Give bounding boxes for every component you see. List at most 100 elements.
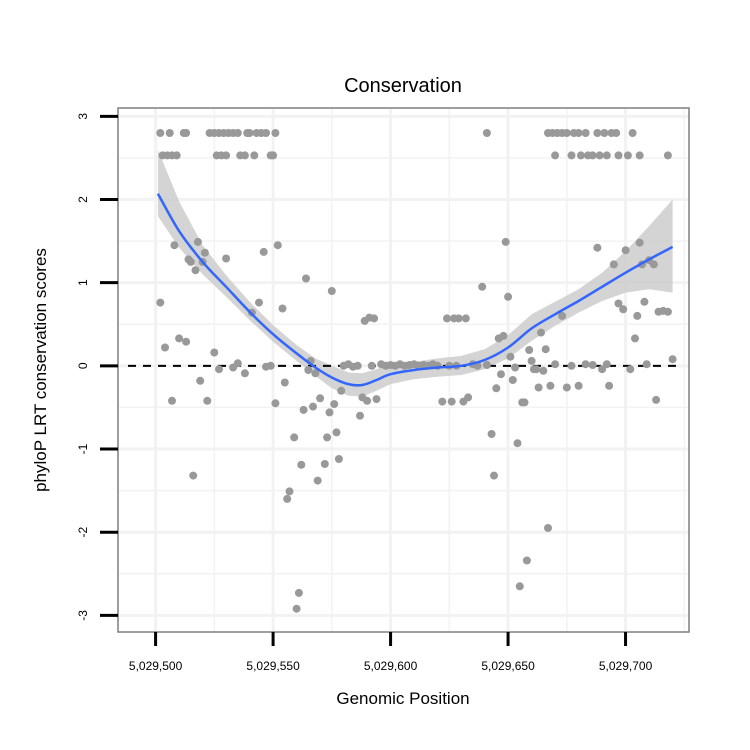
data-point <box>370 314 379 323</box>
data-point <box>501 237 510 246</box>
data-point <box>353 361 362 370</box>
data-point <box>325 408 334 417</box>
y-tick-label: 0 <box>76 362 90 369</box>
data-point <box>290 433 299 442</box>
data-point <box>640 297 649 306</box>
data-point <box>172 151 181 160</box>
data-point <box>487 430 496 438</box>
data-point <box>191 266 200 275</box>
data-point <box>233 359 242 368</box>
y-tick-label: -1 <box>76 443 90 454</box>
data-point <box>574 129 583 137</box>
data-point <box>635 151 644 160</box>
data-point <box>652 395 661 404</box>
data-point <box>544 524 552 532</box>
data-point <box>203 396 212 405</box>
data-point <box>602 151 611 160</box>
data-point <box>309 402 317 411</box>
data-point <box>626 365 635 374</box>
smooth-line <box>156 193 674 387</box>
data-point <box>266 361 275 370</box>
x-tick-label: 5,029,650 <box>481 659 535 673</box>
data-point <box>189 471 198 480</box>
data-point <box>330 400 339 409</box>
data-point <box>499 331 508 340</box>
y-tick-label: 1 <box>76 279 90 286</box>
data-point <box>302 274 310 283</box>
data-point <box>334 455 343 463</box>
data-point <box>200 248 209 257</box>
smooth-line-layer <box>156 193 674 387</box>
data-point <box>250 151 259 160</box>
data-point <box>520 398 529 407</box>
data-point <box>668 355 677 364</box>
data-point <box>631 334 639 343</box>
data-point <box>508 376 517 384</box>
data-point <box>562 383 571 392</box>
data-point <box>478 282 487 291</box>
data-point <box>356 411 364 420</box>
data-point <box>482 361 491 369</box>
data-point <box>299 405 308 414</box>
data-point <box>527 356 536 365</box>
data-point <box>323 433 332 442</box>
data-point <box>649 260 658 269</box>
data-point <box>633 311 642 320</box>
data-point <box>605 381 614 390</box>
y-tick-label: -2 <box>76 527 90 538</box>
data-point <box>240 369 249 378</box>
data-point <box>464 393 473 402</box>
confidence-band <box>157 149 673 397</box>
data-point <box>492 384 501 393</box>
data-point <box>600 129 609 137</box>
data-point <box>532 365 541 374</box>
data-point <box>588 151 597 160</box>
data-point <box>567 151 576 160</box>
data-point <box>598 365 607 374</box>
points-layer <box>156 129 677 613</box>
data-point <box>196 376 205 385</box>
data-point <box>170 241 179 250</box>
data-point <box>558 311 567 320</box>
data-point <box>313 476 322 485</box>
data-point <box>311 369 320 378</box>
data-point <box>497 370 505 379</box>
x-tick-label: 5,029,600 <box>364 659 418 673</box>
data-point <box>182 129 191 137</box>
data-point <box>332 428 341 437</box>
data-point <box>193 237 202 246</box>
data-point <box>161 343 169 352</box>
data-point <box>294 588 303 597</box>
data-point <box>593 243 602 252</box>
data-point <box>576 151 585 160</box>
x-tick-label: 5,029,500 <box>129 659 183 673</box>
data-point <box>609 260 618 269</box>
data-point <box>259 247 268 256</box>
data-point <box>280 378 289 387</box>
x-axis: 5,029,500 5,029,550 5,029,600 5,029,650 5,02… <box>129 632 653 673</box>
data-point <box>614 151 623 160</box>
data-point <box>663 151 672 160</box>
data-point <box>539 366 548 375</box>
data-point <box>182 337 191 346</box>
data-point <box>210 348 219 357</box>
data-point <box>363 396 372 405</box>
data-point <box>612 129 621 137</box>
data-point <box>581 129 590 137</box>
data-point <box>588 361 597 369</box>
data-point <box>541 345 550 354</box>
data-point <box>156 298 165 307</box>
data-point <box>621 246 630 255</box>
data-point <box>168 396 176 405</box>
data-point <box>602 360 611 369</box>
data-point <box>642 360 651 369</box>
minor-grid <box>118 108 689 632</box>
data-point <box>271 129 280 137</box>
data-point <box>534 383 543 392</box>
panel-border <box>117 107 690 633</box>
y-tick-label: 2 <box>76 196 90 203</box>
data-point <box>551 151 560 160</box>
confidence-band-layer <box>157 149 673 397</box>
y-axis: -3 -2 -1 0 1 2 3 <box>76 113 118 621</box>
